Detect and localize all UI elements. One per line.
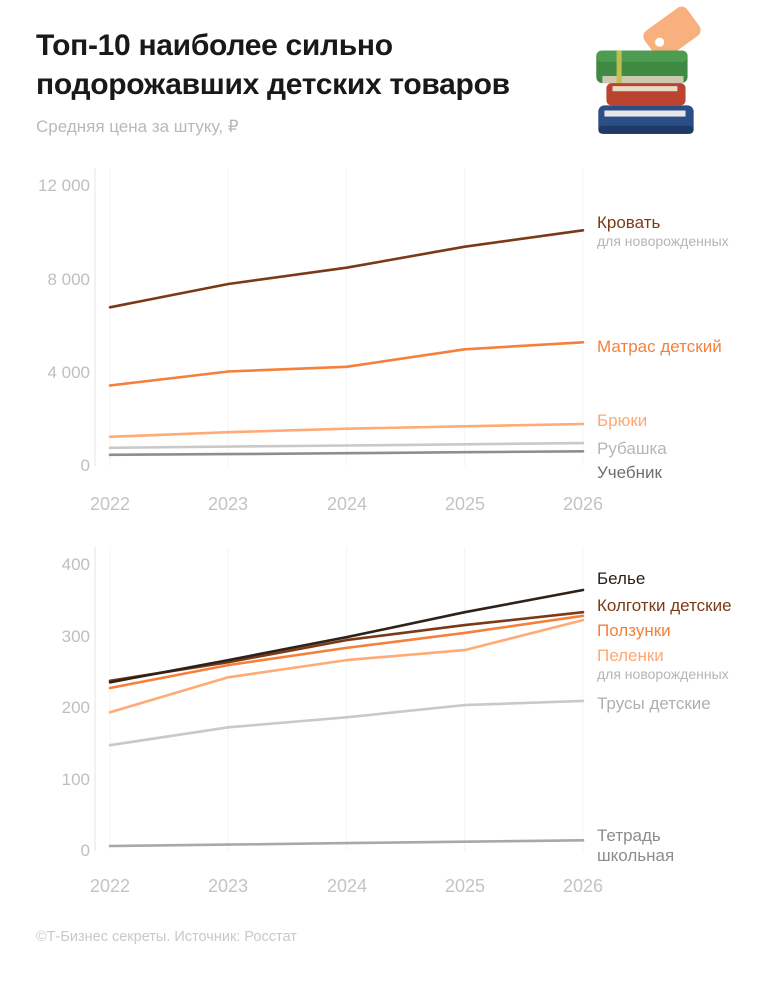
series-label: Учебник <box>597 463 662 482</box>
series-sublabel: для новорожденных <box>597 233 729 249</box>
y-tick-label: 8 000 <box>47 270 90 289</box>
y-tick-label: 0 <box>80 456 90 475</box>
x-tick-label: 2022 <box>89 876 131 896</box>
y-tick-label: 0 <box>80 841 90 860</box>
y-tick-label: 200 <box>61 698 90 717</box>
series-label: Брюки <box>597 411 648 430</box>
x-tick-label: 2022 <box>89 494 131 514</box>
series-label: Пеленки <box>597 646 664 665</box>
series-line-chart0-4 <box>108 449 585 457</box>
x-tick-label: 2025 <box>444 494 486 514</box>
series-line-chart1-3 <box>108 618 585 714</box>
source-credit: ©Т-Бизнес секреты. Источник: Росстат <box>36 929 297 945</box>
x-tick-label: 2023 <box>207 494 249 514</box>
x-tick-label: 2023 <box>207 876 249 896</box>
x-tick-label: 2026 <box>562 494 604 514</box>
series-label: Белье <box>597 569 646 588</box>
series-line-chart1-5 <box>108 838 585 848</box>
x-tick-label: 2026 <box>562 876 604 896</box>
y-tick-label: 400 <box>61 555 90 574</box>
y-tick-label: 100 <box>61 770 90 789</box>
blue-book <box>598 105 694 134</box>
series-label: Кровать <box>597 213 661 232</box>
price-tag <box>643 6 701 60</box>
series-label: Ползунки <box>597 621 671 640</box>
green-book <box>596 50 688 84</box>
y-tick-label: 12 000 <box>38 176 90 195</box>
series-line-chart1-2 <box>108 614 585 690</box>
series-line-chart0-2 <box>108 422 585 439</box>
series-line-chart0-0 <box>108 229 585 309</box>
series-line-chart1-4 <box>108 699 585 747</box>
books-price-tag-icon <box>596 6 701 134</box>
series-label: Трусы детские <box>597 694 711 713</box>
y-tick-label: 300 <box>61 627 90 646</box>
series-sublabel: для новорожденных <box>597 666 729 682</box>
title-line-2: подорожавших детских товаров <box>36 68 510 101</box>
series-line-chart0-3 <box>108 441 585 450</box>
series-line-chart0-1 <box>108 340 585 387</box>
series-label: Колготки детские <box>597 596 732 615</box>
x-tick-label: 2024 <box>326 876 368 896</box>
y-tick-label: 4 000 <box>47 363 90 382</box>
red-book <box>606 83 686 106</box>
series-label: Матрас детский <box>597 337 722 356</box>
chart-subtitle: Средняя цена за штуку, ₽ <box>36 117 239 136</box>
series-label: Рубашка <box>597 439 667 458</box>
x-tick-label: 2025 <box>444 876 486 896</box>
title-line-1: Топ-10 наиболее сильно <box>36 29 393 62</box>
x-tick-label: 2024 <box>326 494 368 514</box>
series-line-chart1-0 <box>108 588 585 684</box>
series-label: Тетрадь школьная <box>597 826 675 865</box>
page-title: Топ-10 наиболее сильно подорожавших детск… <box>36 26 510 104</box>
